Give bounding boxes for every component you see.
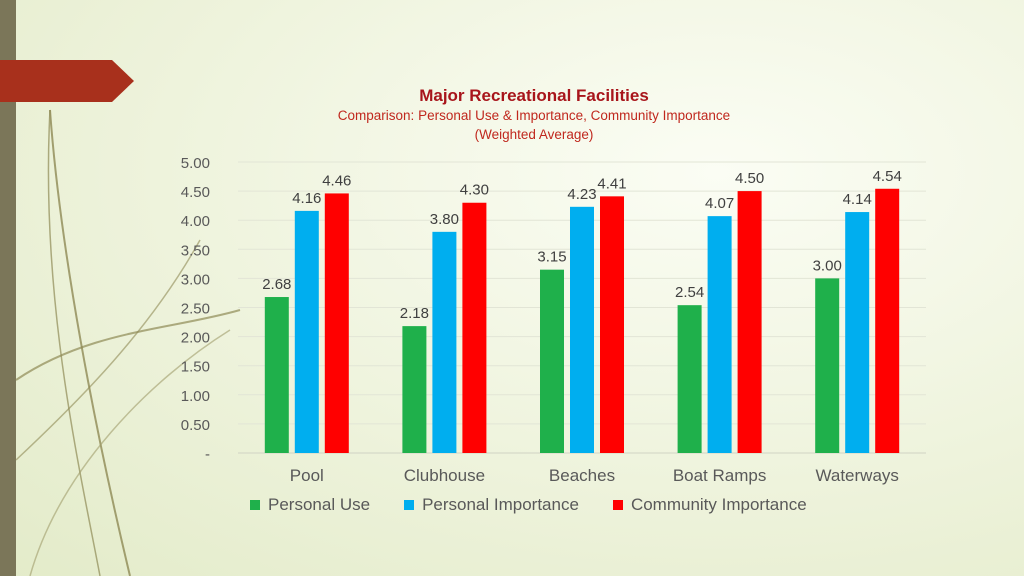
- data-label: 4.07: [705, 195, 734, 212]
- data-label: 4.30: [460, 182, 489, 199]
- y-tick-label: -: [205, 446, 210, 463]
- bar: [432, 231, 457, 453]
- decorative-curve: [49, 109, 131, 576]
- data-label: 3.80: [430, 211, 459, 228]
- bar: [845, 212, 870, 453]
- data-label: 3.00: [813, 257, 842, 274]
- legend-swatch: [612, 500, 623, 510]
- data-label: 4.23: [567, 186, 596, 203]
- bar: [707, 216, 732, 453]
- chart-legend: Personal Use Personal Importance Community…: [250, 494, 870, 516]
- data-label: 4.50: [735, 170, 764, 187]
- decorative-curve: [47, 109, 101, 576]
- data-label: 2.68: [262, 276, 291, 293]
- y-tick-label: 4.00: [181, 213, 210, 230]
- data-label: 4.14: [843, 191, 872, 208]
- legend-item: Personal Importance: [404, 495, 579, 515]
- left-accent-strip: [0, 0, 16, 576]
- y-tick-label: 2.00: [181, 330, 210, 347]
- bar: [570, 206, 594, 453]
- red-arrow-tab: [0, 60, 134, 102]
- y-tick-label: 1.50: [181, 359, 210, 376]
- chart-title: Major Recreational Facilities: [419, 86, 649, 105]
- legend-swatch: [404, 500, 415, 510]
- bar: [540, 269, 564, 453]
- decorative-curve: [15, 239, 201, 461]
- bar: [600, 196, 624, 453]
- data-label: 2.54: [675, 284, 704, 301]
- legend-swatch: [250, 500, 260, 510]
- chart-title-block: Major Recreational Facilities Comparison…: [234, 86, 834, 144]
- y-tick-label: 5.00: [181, 155, 210, 172]
- legend-label: Community Importance: [630, 495, 807, 514]
- x-tick-label: Beaches: [549, 466, 615, 485]
- bar: [677, 305, 702, 453]
- y-tick-label: 2.50: [181, 301, 210, 318]
- legend-label: Personal Importance: [422, 495, 579, 514]
- data-label: 4.46: [322, 172, 351, 189]
- data-label: 4.54: [873, 168, 902, 185]
- x-tick-label: Pool: [290, 466, 324, 485]
- bar: [264, 297, 289, 453]
- chart-subtitle: Comparison: Personal Use & Importance, C…: [337, 108, 731, 123]
- x-tick-label: Clubhouse: [404, 466, 485, 485]
- chart-subtitle-weighting: (Weighted Average): [474, 127, 594, 142]
- y-tick-label: 4.50: [181, 184, 210, 201]
- legend-item: Community Importance: [612, 495, 807, 515]
- bar: [815, 278, 840, 453]
- data-label: 3.15: [537, 249, 566, 266]
- y-tick-label: 3.00: [181, 271, 210, 288]
- decorative-curve: [15, 309, 241, 381]
- bar: [324, 193, 349, 454]
- data-label: 4.41: [597, 175, 626, 192]
- data-label: 2.18: [400, 305, 429, 322]
- decorative-curve: [29, 329, 231, 576]
- bar: [294, 210, 319, 453]
- y-tick-label: 3.50: [181, 242, 210, 259]
- x-tick-label: Waterways: [815, 466, 898, 485]
- y-tick-label: 0.50: [181, 417, 210, 434]
- bar: [462, 202, 487, 453]
- bar: [875, 188, 900, 453]
- x-tick-label: Boat Ramps: [673, 466, 767, 485]
- data-label: 4.16: [292, 190, 321, 207]
- bar: [737, 191, 762, 453]
- bar: [402, 326, 427, 453]
- y-tick-label: 1.00: [181, 388, 210, 405]
- legend-item: Personal Use: [250, 495, 370, 515]
- legend-label: Personal Use: [268, 495, 371, 514]
